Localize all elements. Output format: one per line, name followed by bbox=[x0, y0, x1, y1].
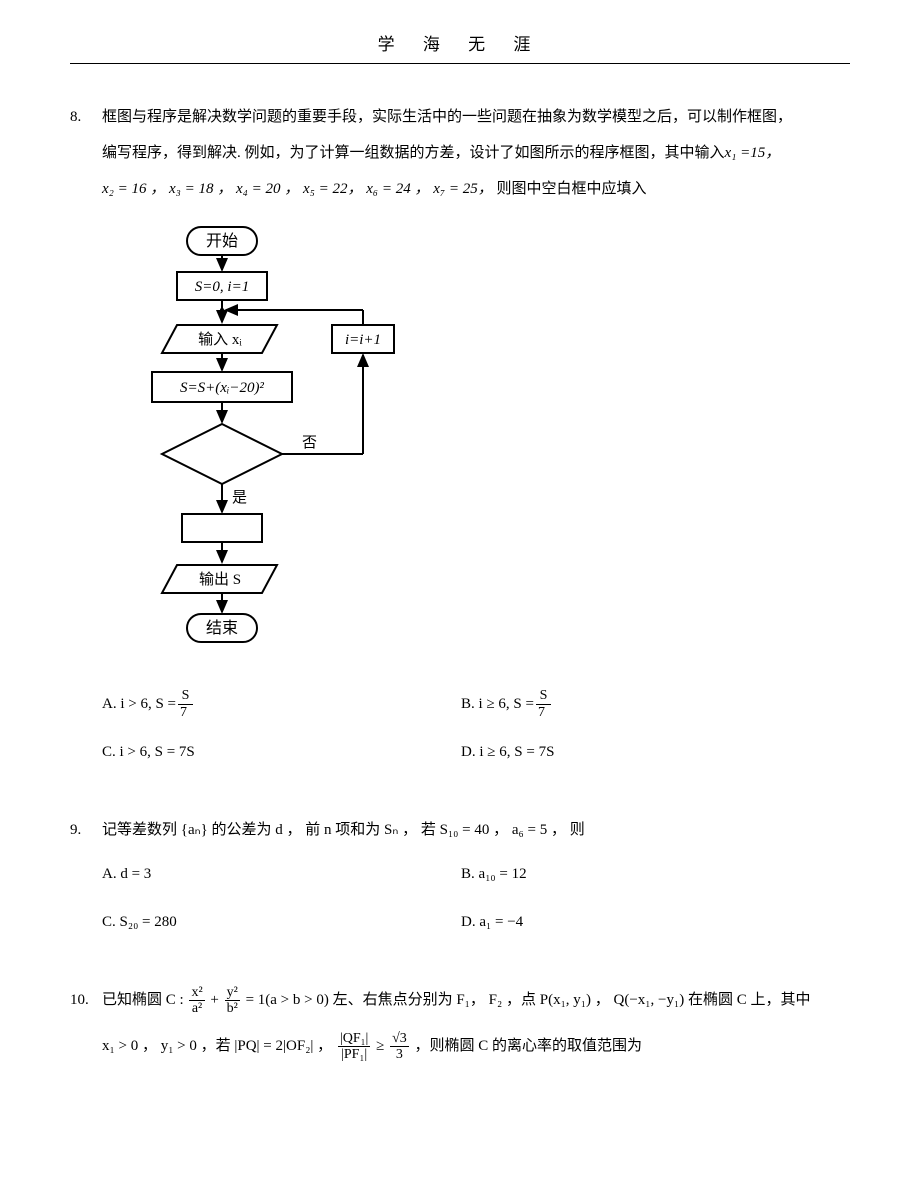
q8-option-a: A. i > 6, S = S 7 bbox=[102, 686, 461, 722]
q8-optA-text: A. i > 6, S = bbox=[102, 686, 176, 722]
q8-line3: x₂ = 16 ， x₃ = 18 ， x₄ = 20 ， x₅ = 22， x… bbox=[102, 171, 850, 207]
q8-optA-frac: S 7 bbox=[178, 688, 193, 720]
node-output-label: 输出 S bbox=[199, 571, 241, 588]
question-number: 9. bbox=[70, 812, 102, 848]
question-body: 记等差数列 {aₙ} 的公差为 d ， 前 n 项和为 Sₙ ， 若 S₁₀ =… bbox=[102, 812, 850, 952]
q8-optB-text: B. i ≥ 6, S = bbox=[461, 686, 534, 722]
frac-num: y² bbox=[225, 985, 240, 1001]
frac-den: a² bbox=[189, 1001, 204, 1016]
flowchart: 开始 S=0, i=1 输入 xᵢ bbox=[102, 222, 850, 666]
frac-den: 7 bbox=[536, 705, 551, 720]
question-8: 8. 框图与程序是解决数学问题的重要手段，实际生活中的一些问题在抽象为数学模型之… bbox=[70, 99, 850, 782]
q10-frac4: √3 3 bbox=[390, 1031, 409, 1063]
question-body: 框图与程序是解决数学问题的重要手段，实际生活中的一些问题在抽象为数学模型之后，可… bbox=[102, 99, 850, 782]
q10-plus: + bbox=[210, 992, 218, 1008]
frac-num: S bbox=[178, 688, 193, 704]
node-end-label: 结束 bbox=[206, 619, 238, 637]
flowchart-svg: 开始 S=0, i=1 输入 xᵢ bbox=[102, 222, 412, 652]
node-input-label: 输入 xᵢ bbox=[198, 331, 242, 348]
q10-frac3: |QF₁| |PF₁| bbox=[338, 1031, 370, 1063]
frac-den: |PF₁| bbox=[338, 1047, 370, 1062]
q8-option-d: D. i ≥ 6, S = 7S bbox=[461, 734, 820, 770]
node-init-label: S=0, i=1 bbox=[195, 279, 249, 295]
q10-stem-mid: = 1(a > b > 0) 左、右焦点分别为 F₁， F₂ ，点 P(x₁, … bbox=[246, 992, 811, 1008]
q9-option-a: A. d = 3 bbox=[102, 856, 461, 892]
q9-option-b: B. a₁₀ = 12 bbox=[461, 856, 820, 892]
frac-num: √3 bbox=[390, 1031, 409, 1047]
decision-yes-label: 是 bbox=[232, 490, 247, 506]
q8-optB-frac: S 7 bbox=[536, 688, 551, 720]
q8-line2-text: 编写程序，得到解决. 例如，为了计算一组数据的方差，设计了如图所示的程序框图，其… bbox=[102, 145, 725, 161]
frac-num: S bbox=[536, 688, 551, 704]
page-container: 学 海 无 涯 8. 框图与程序是解决数学问题的重要手段，实际生活中的一些问题在… bbox=[0, 0, 920, 1134]
q10-line1: 已知椭圆 C : x² a² + y² b² = 1(a > b > 0) 左、… bbox=[102, 982, 850, 1018]
q10-frac2: y² b² bbox=[225, 985, 240, 1017]
q8-option-b: B. i ≥ 6, S = S 7 bbox=[461, 686, 820, 722]
node-decision bbox=[162, 424, 282, 484]
q8-line1: 框图与程序是解决数学问题的重要手段，实际生活中的一些问题在抽象为数学模型之后，可… bbox=[102, 99, 850, 135]
page-header: 学 海 无 涯 bbox=[70, 30, 850, 64]
q8-x1: x₁ =15， bbox=[725, 145, 781, 161]
node-start-label: 开始 bbox=[206, 232, 238, 250]
frac-den: b² bbox=[225, 1001, 240, 1016]
q9-stem: 记等差数列 {aₙ} 的公差为 d ， 前 n 项和为 Sₙ ， 若 S₁₀ =… bbox=[102, 812, 850, 848]
q10-stem-pre: 已知椭圆 C : bbox=[102, 992, 184, 1008]
q9-option-d: D. a₁ = −4 bbox=[461, 904, 820, 940]
node-update-label: S=S+(xᵢ−20)² bbox=[180, 380, 264, 396]
question-number: 8. bbox=[70, 99, 102, 135]
q10-line2-tail: ，则椭圆 C 的离心率的取值范围为 bbox=[415, 1038, 643, 1054]
node-increment-label: i=i+1 bbox=[345, 332, 381, 348]
question-number: 10. bbox=[70, 982, 102, 1018]
frac-den: 7 bbox=[178, 705, 193, 720]
question-9: 9. 记等差数列 {aₙ} 的公差为 d ， 前 n 项和为 Sₙ ， 若 S₁… bbox=[70, 812, 850, 952]
question-body: 已知椭圆 C : x² a² + y² b² = 1(a > b > 0) 左、… bbox=[102, 982, 850, 1064]
q8-option-c: C. i > 6, S = 7S bbox=[102, 734, 461, 770]
frac-num: x² bbox=[189, 985, 204, 1001]
q9-option-c: C. S₂₀ = 280 bbox=[102, 904, 461, 940]
q8-line3-tail: 则图中空白框中应填入 bbox=[496, 181, 646, 197]
q8-line2: 编写程序，得到解决. 例如，为了计算一组数据的方差，设计了如图所示的程序框图，其… bbox=[102, 135, 850, 171]
q9-options: A. d = 3 B. a₁₀ = 12 C. S₂₀ = 280 D. a₁ … bbox=[102, 856, 850, 940]
frac-num: |QF₁| bbox=[338, 1031, 370, 1047]
q10-line2-pre: x₁ > 0 ， y₁ > 0 ，若 |PQ| = 2|OF₂| ， bbox=[102, 1038, 332, 1054]
q10-geq: ≥ bbox=[376, 1038, 384, 1054]
q8-values: x₂ = 16 ， x₃ = 18 ， x₄ = 20 ， x₅ = 22， x… bbox=[102, 181, 493, 197]
decision-no-label: 否 bbox=[302, 435, 317, 451]
question-10: 10. 已知椭圆 C : x² a² + y² b² = 1(a > b > 0… bbox=[70, 982, 850, 1064]
q10-line2: x₁ > 0 ， y₁ > 0 ，若 |PQ| = 2|OF₂| ， |QF₁|… bbox=[102, 1028, 850, 1064]
frac-den: 3 bbox=[390, 1047, 409, 1062]
q10-frac1: x² a² bbox=[189, 985, 204, 1017]
q8-options: A. i > 6, S = S 7 B. i ≥ 6, S = S 7 bbox=[102, 686, 850, 770]
node-blank bbox=[182, 514, 262, 542]
